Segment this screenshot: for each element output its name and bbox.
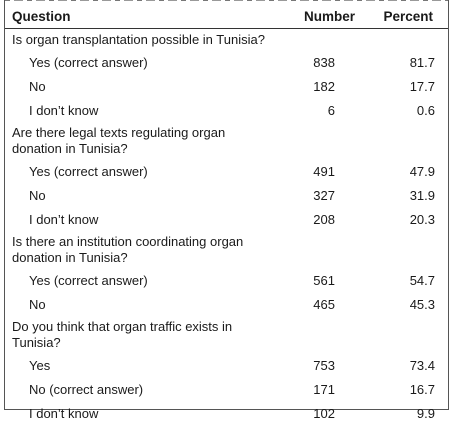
answer-row: I don’t know 208 20.3 bbox=[5, 207, 448, 231]
answer-number: 327 bbox=[313, 188, 335, 203]
answer-row: No 327 31.9 bbox=[5, 183, 448, 207]
answer-percent: 73.4 bbox=[409, 358, 435, 373]
answer-number: 838 bbox=[313, 55, 335, 70]
answer-label: Yes (correct answer) bbox=[29, 55, 148, 70]
question-row: Do you think that organ traffic exists i… bbox=[5, 316, 448, 353]
answer-label: No bbox=[29, 79, 46, 94]
answer-percent: 45.3 bbox=[409, 297, 435, 312]
survey-table: Question Number Percent Is organ transpl… bbox=[4, 0, 449, 421]
answer-number: 561 bbox=[313, 273, 335, 288]
answer-row: Yes 753 73.4 bbox=[5, 353, 448, 377]
answer-number: 171 bbox=[313, 382, 335, 397]
header-percent: Percent bbox=[383, 9, 433, 24]
answer-percent: 31.9 bbox=[409, 188, 435, 203]
question-row: Are there legal texts regulating organ d… bbox=[5, 122, 448, 159]
answer-label: Yes (correct answer) bbox=[29, 164, 148, 179]
answer-row: Yes (correct answer) 838 81.7 bbox=[5, 50, 448, 74]
answer-percent: 16.7 bbox=[409, 382, 435, 397]
question-text: Is there an institution coordinating org… bbox=[12, 234, 244, 265]
question-row: Is there an institution coordinating org… bbox=[5, 231, 448, 268]
header-number: Number bbox=[303, 9, 355, 24]
table-header: Question Number Percent bbox=[5, 5, 448, 29]
answer-number: 6 bbox=[327, 103, 335, 118]
question-text: Is organ transplantation possible in Tun… bbox=[12, 32, 265, 47]
answer-percent: 9.9 bbox=[416, 406, 435, 421]
answer-row: No 465 45.3 bbox=[5, 292, 448, 316]
answer-number: 491 bbox=[313, 164, 335, 179]
answer-label: Yes bbox=[29, 358, 51, 373]
answer-label: I don’t know bbox=[29, 212, 99, 227]
answer-number: 208 bbox=[313, 212, 335, 227]
answer-label: I don’t know bbox=[29, 103, 99, 118]
answer-row: Yes (correct answer) 491 47.9 bbox=[5, 159, 448, 183]
answer-number: 753 bbox=[313, 358, 335, 373]
answer-label: Yes (correct answer) bbox=[29, 273, 148, 288]
question-text: Do you think that organ traffic exists i… bbox=[12, 319, 233, 350]
answer-label: No bbox=[29, 188, 46, 203]
table-body: Is organ transplantation possible in Tun… bbox=[5, 29, 448, 425]
answer-row: I don’t know 102 9.9 bbox=[5, 401, 448, 425]
answer-percent: 47.9 bbox=[409, 164, 435, 179]
answer-row: No 182 17.7 bbox=[5, 74, 448, 98]
answer-percent: 54.7 bbox=[409, 273, 435, 288]
answer-percent: 17.7 bbox=[409, 79, 435, 94]
cropped-top-edge bbox=[5, 0, 448, 3]
answer-percent: 20.3 bbox=[409, 212, 435, 227]
answer-percent: 81.7 bbox=[409, 55, 435, 70]
answer-row: I don’t know 6 0.6 bbox=[5, 98, 448, 122]
answer-label: No bbox=[29, 297, 46, 312]
answer-row: Yes (correct answer) 561 54.7 bbox=[5, 268, 448, 292]
question-text: Are there legal texts regulating organ d… bbox=[12, 125, 226, 156]
answer-number: 182 bbox=[313, 79, 335, 94]
answer-row: No (correct answer) 171 16.7 bbox=[5, 377, 448, 401]
answer-label: No (correct answer) bbox=[29, 382, 144, 397]
header-question: Question bbox=[12, 9, 71, 24]
answer-number: 102 bbox=[313, 406, 335, 421]
answer-number: 465 bbox=[313, 297, 335, 312]
answer-percent: 0.6 bbox=[416, 103, 435, 118]
question-row: Is organ transplantation possible in Tun… bbox=[5, 29, 448, 50]
answer-label: I don’t know bbox=[29, 406, 99, 421]
